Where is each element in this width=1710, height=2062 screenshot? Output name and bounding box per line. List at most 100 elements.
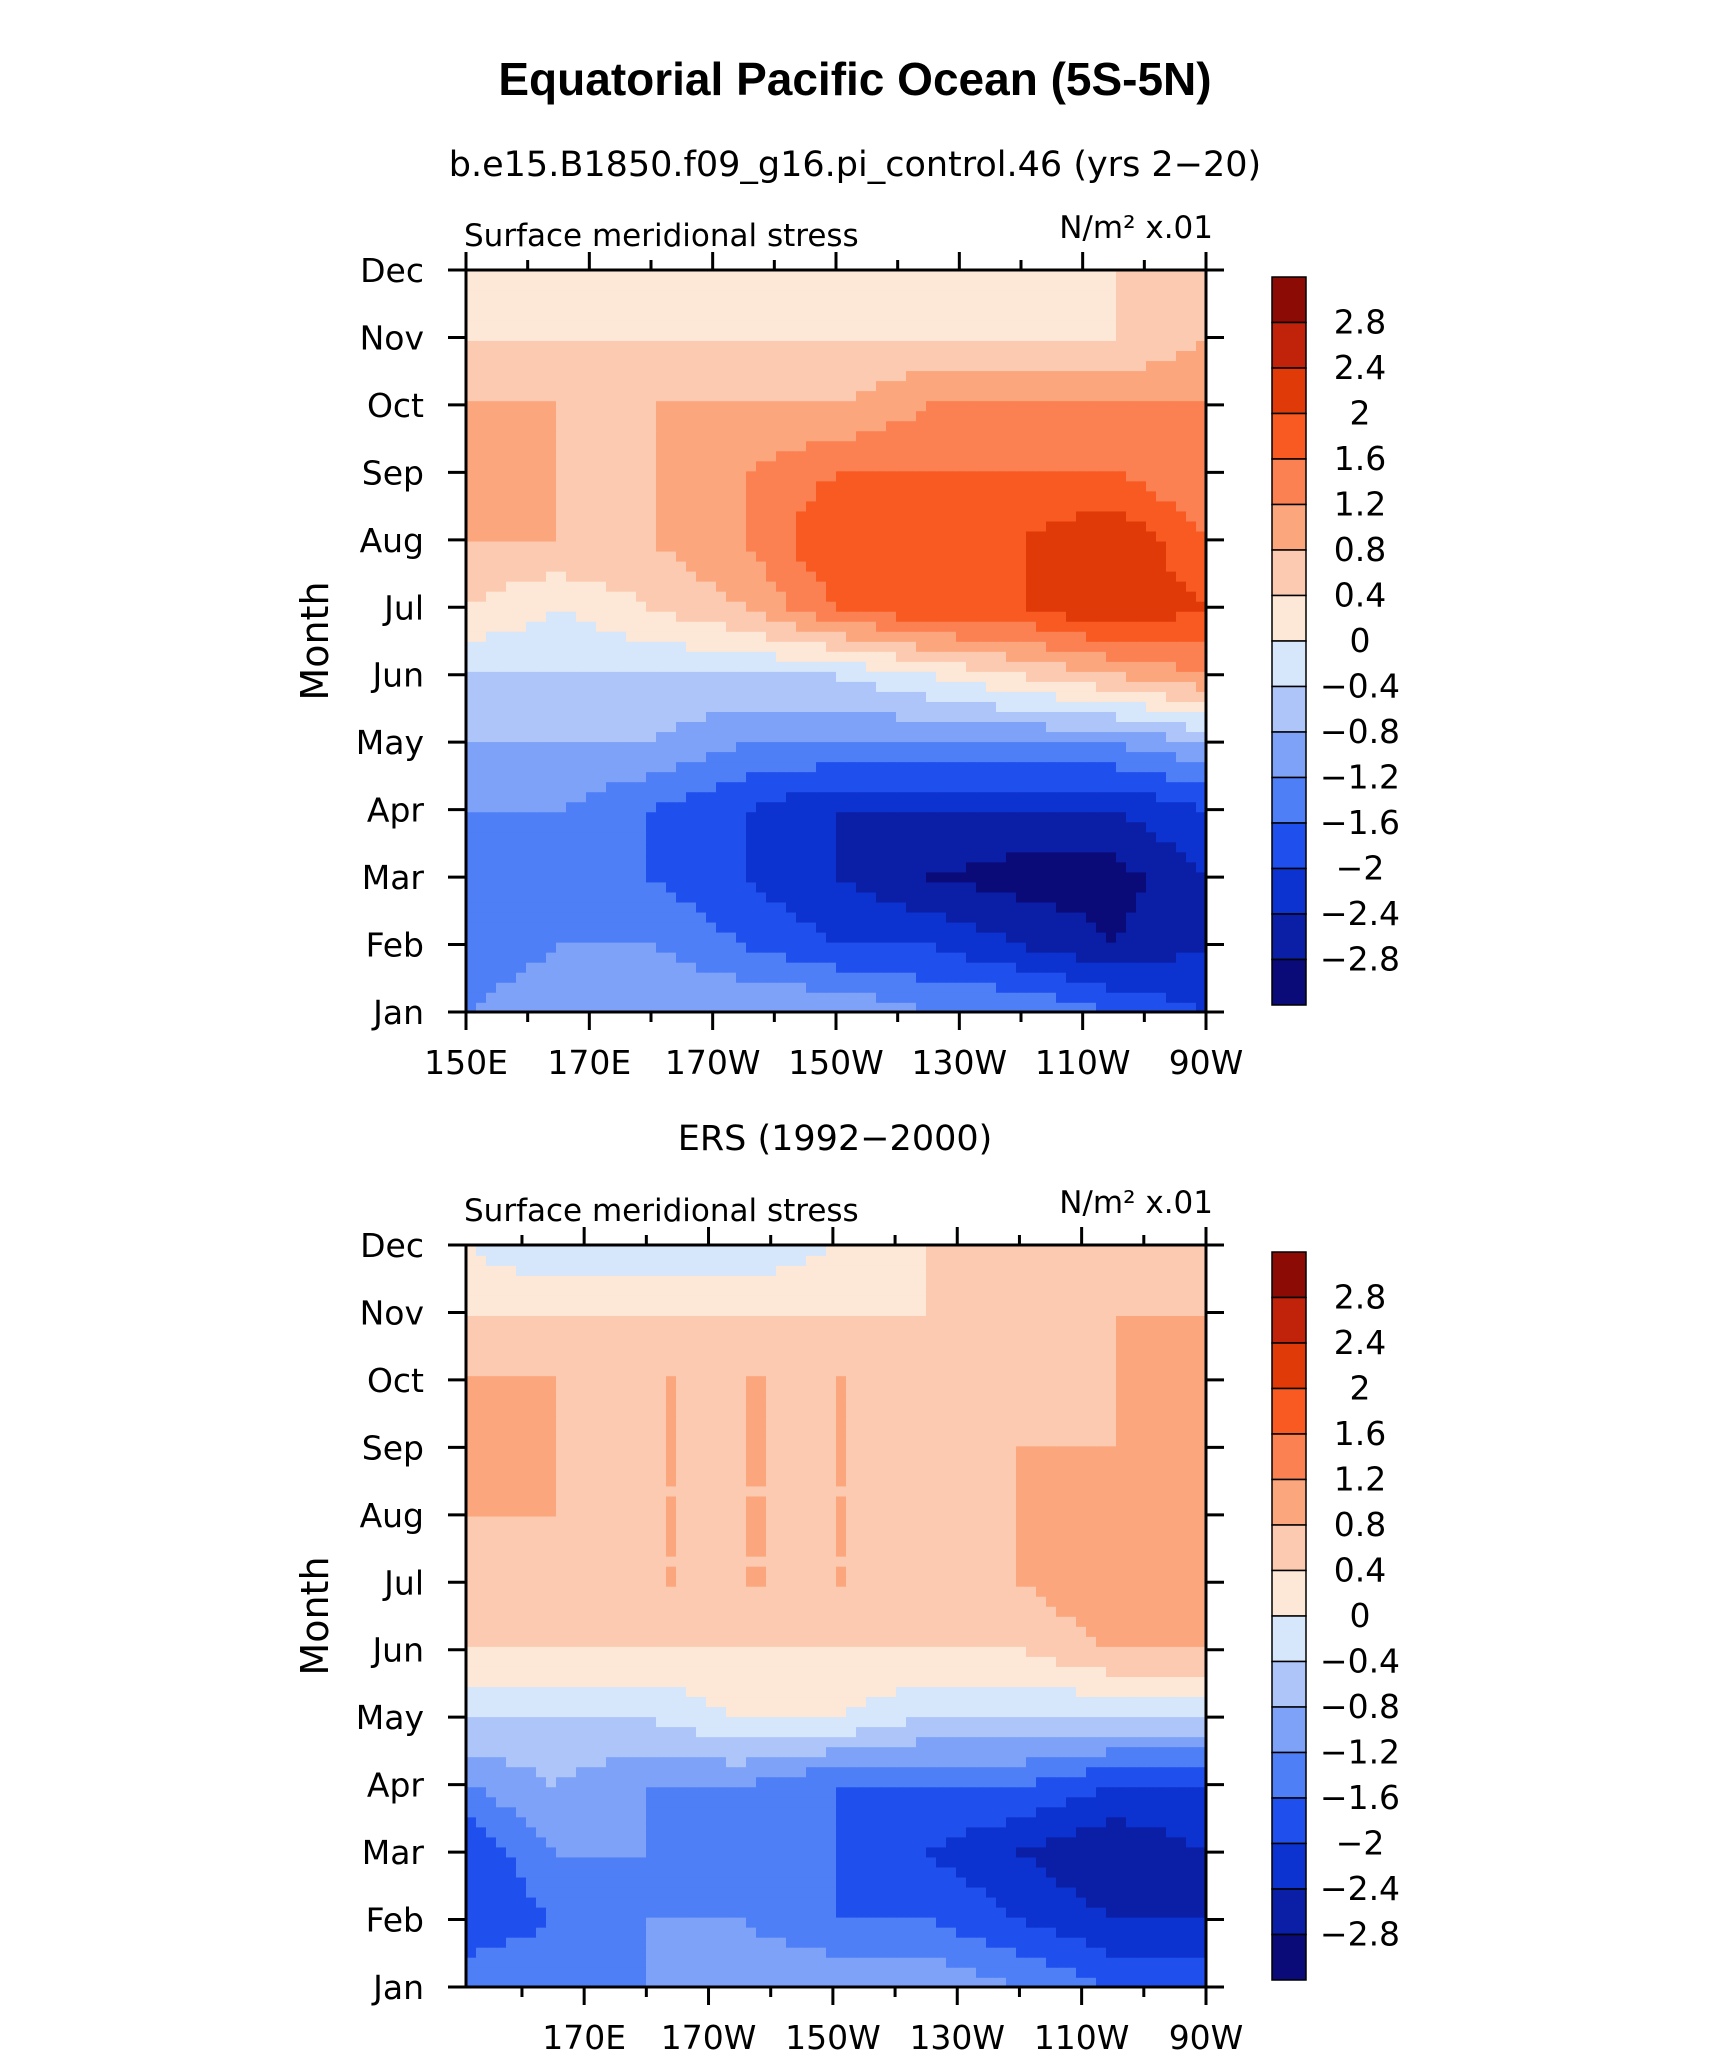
- heatmap-cell: [1056, 761, 1067, 773]
- heatmap-cell: [976, 731, 987, 743]
- heatmap-cell: [466, 400, 477, 412]
- heatmap-cell: [1166, 550, 1177, 562]
- heatmap-cell: [1186, 901, 1197, 913]
- heatmap-cell: [1036, 651, 1047, 662]
- heatmap-cell: [746, 791, 757, 803]
- heatmap-cell: [796, 390, 807, 402]
- heatmap-cell: [626, 751, 637, 763]
- heatmap-cell: [476, 941, 487, 953]
- heatmap-cell: [616, 901, 627, 913]
- heatmap-cell: [1136, 781, 1147, 793]
- heatmap-cell: [766, 590, 777, 602]
- heatmap-cell: [1066, 630, 1077, 642]
- heatmap-cell: [1066, 701, 1077, 712]
- heatmap-cell: [966, 721, 977, 733]
- heatmap-cell: [1186, 761, 1197, 773]
- heatmap-cell: [946, 831, 957, 843]
- heatmap-cell: [496, 340, 507, 352]
- heatmap-cell: [516, 450, 527, 462]
- heatmap-cell: [626, 861, 637, 873]
- heatmap-cell: [546, 400, 557, 412]
- heatmap-cell: [1186, 811, 1197, 823]
- heatmap-cell: [826, 931, 837, 943]
- heatmap-cell: [596, 811, 607, 823]
- heatmap-cell: [986, 570, 997, 582]
- heatmap-cell: [566, 821, 577, 833]
- heatmap-cell: [896, 771, 907, 783]
- heatmap-cell: [486, 741, 497, 753]
- heatmap-cell: [1016, 610, 1027, 622]
- heatmap-cell: [626, 971, 637, 983]
- heatmap-cell: [856, 500, 867, 512]
- heatmap-cell: [846, 590, 857, 602]
- heatmap-cell: [706, 410, 717, 422]
- heatmap-cell: [1166, 951, 1177, 963]
- heatmap-cell: [476, 580, 487, 592]
- heatmap-cell: [526, 400, 537, 412]
- heatmap-cell: [1046, 711, 1057, 723]
- heatmap-cell: [766, 931, 777, 943]
- heatmap-cell: [666, 460, 677, 472]
- heatmap-cell: [876, 741, 887, 753]
- heatmap-cell: [716, 861, 727, 873]
- heatmap-cell: [486, 801, 497, 813]
- heatmap-cell: [586, 761, 597, 773]
- heatmap-cell: [766, 721, 777, 733]
- heatmap-cell: [866, 781, 877, 793]
- heatmap-cell: [846, 651, 857, 662]
- heatmap-cell: [1016, 620, 1027, 632]
- heatmap-cell: [816, 350, 827, 362]
- heatmap-cell: [476, 430, 487, 442]
- heatmap-cell: [1126, 861, 1137, 873]
- heatmap-cell: [1016, 731, 1027, 743]
- heatmap-cell: [616, 580, 627, 592]
- heatmap-cell: [926, 370, 937, 382]
- heatmap-cell: [1146, 811, 1157, 823]
- heatmap-cell: [706, 971, 717, 983]
- heatmap-cell: [646, 951, 657, 963]
- heatmap-cell: [626, 821, 637, 833]
- heatmap-cell: [556, 721, 567, 733]
- heatmap-cell: [586, 360, 597, 372]
- heatmap-cell: [616, 480, 627, 492]
- heatmap-cell: [906, 671, 917, 682]
- heatmap-cell: [666, 871, 677, 883]
- heatmap-cell: [906, 440, 917, 452]
- heatmap-cell: [706, 641, 717, 652]
- heatmap-cell: [496, 701, 507, 712]
- heatmap-cell: [486, 400, 497, 412]
- heatmap-cell: [666, 560, 677, 572]
- heatmap-cell: [496, 390, 507, 402]
- heatmap-cell: [836, 711, 847, 723]
- heatmap-cell: [646, 610, 657, 622]
- heatmap-cell: [736, 350, 747, 362]
- heatmap-cell: [1026, 741, 1037, 753]
- heatmap-cell: [736, 480, 747, 492]
- heatmap-cell: [1086, 961, 1097, 973]
- heatmap-cell: [686, 390, 697, 402]
- heatmap-cell: [856, 390, 867, 402]
- heatmap-cell: [956, 791, 967, 803]
- heatmap-cell: [796, 610, 807, 622]
- heatmap-cell: [716, 470, 727, 482]
- heatmap-cell: [486, 811, 497, 823]
- heatmap-cell: [1026, 570, 1037, 582]
- heatmap-cell: [916, 741, 927, 753]
- heatmap-cell: [836, 600, 847, 612]
- heatmap-cell: [696, 871, 707, 883]
- heatmap-cell: [1186, 821, 1197, 833]
- heatmap-cell: [586, 851, 597, 863]
- heatmap-cell: [596, 971, 607, 983]
- heatmap-cell: [1136, 921, 1147, 933]
- heatmap-cell: [906, 460, 917, 472]
- heatmap-cell: [1086, 691, 1097, 702]
- heatmap-cell: [616, 490, 627, 502]
- heatmap-cell: [1086, 681, 1097, 692]
- heatmap-cell: [1126, 781, 1137, 793]
- heatmap-cell: [766, 861, 777, 873]
- heatmap-cell: [1166, 671, 1177, 682]
- heatmap-cell: [796, 400, 807, 412]
- heatmap-cell: [796, 380, 807, 392]
- heatmap-cell: [476, 440, 487, 452]
- heatmap-cell: [836, 691, 847, 702]
